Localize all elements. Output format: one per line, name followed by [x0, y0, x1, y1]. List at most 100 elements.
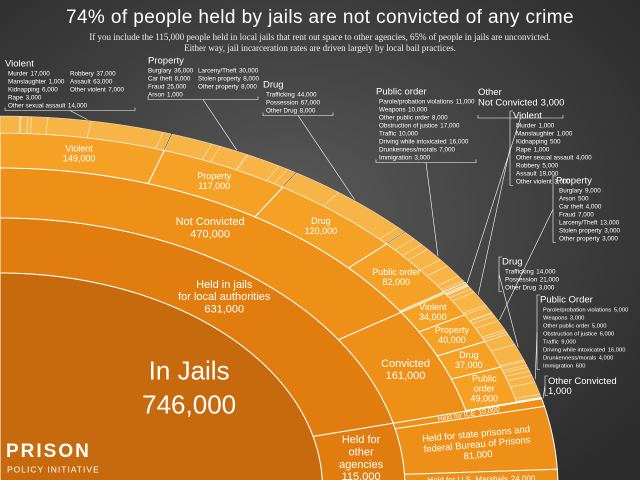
- item-name: Trafficking: [266, 91, 295, 98]
- segment-label: In Jails 746,000: [142, 355, 236, 419]
- label-name: Public order: [372, 267, 420, 277]
- item-name: Weapons: [543, 315, 567, 321]
- item-value: 4,000: [576, 154, 592, 161]
- item-name: Obstruction of justice: [543, 331, 597, 337]
- item-value: 3,000: [602, 235, 618, 242]
- item-value: 10,000: [408, 106, 428, 113]
- item-value: 3,000: [541, 97, 565, 108]
- item-value: 9,000: [585, 187, 601, 194]
- callout-leader: [69, 110, 88, 120]
- item-value: 8,000: [175, 75, 191, 82]
- callout-item: Stolen property 8,000: [198, 75, 259, 82]
- item-value: 600: [576, 363, 586, 369]
- item-name: Drunkenness/morals: [543, 355, 596, 361]
- label-value: 34,000: [419, 312, 447, 322]
- item-name: Obstruction of justice: [379, 122, 438, 129]
- item-name: Arson: [148, 91, 165, 98]
- segment: [403, 468, 559, 480]
- item-name: Immigration: [543, 363, 573, 369]
- item-value: 63,000: [93, 78, 113, 85]
- callout-item: Other sexual assault 4,000: [516, 154, 592, 161]
- segment-label: Violent 149,000: [63, 144, 96, 164]
- item-name: Fraud: [148, 83, 165, 90]
- callout-title: Property: [148, 56, 184, 67]
- chart-title: 74% of people held by jails are not conv…: [66, 7, 574, 28]
- item-value: 5,000: [592, 323, 607, 329]
- callout-item: Rape 3,000: [8, 94, 42, 101]
- item-value: 9,000: [561, 339, 576, 345]
- callout-title: Violent: [5, 59, 34, 70]
- item-name: Other Drug: [505, 284, 537, 291]
- callout-item: Driving while intoxicated 16,000: [379, 138, 469, 145]
- item-name: Rape: [516, 146, 532, 153]
- callout-item: Drunkenness/morals 4,000: [543, 355, 613, 361]
- item-value: 19,000: [539, 170, 559, 177]
- item-value: 1,000: [534, 146, 550, 153]
- callout-item: Other public order 5,000: [543, 323, 606, 329]
- item-value: 4,000: [586, 203, 602, 210]
- label-value: 115,000: [342, 471, 381, 480]
- label-value: 49,000: [470, 394, 498, 404]
- callout-item: Weapons 10,000: [379, 106, 428, 113]
- item-name: Assault: [70, 78, 91, 85]
- label-name: In Jails: [149, 355, 230, 385]
- item-value: 1,000: [167, 91, 183, 98]
- segment-label: Not Convicted 470,000: [176, 216, 245, 240]
- callout-item: Obstruction of justice 17,000: [379, 122, 460, 129]
- item-value: 14,000: [536, 268, 556, 275]
- item-value: 8,000: [300, 107, 316, 114]
- item-name: Stolen property: [198, 75, 242, 82]
- item-name: Other violent: [70, 86, 106, 93]
- callout-item: Car theft 4,000: [559, 203, 602, 210]
- item-name: Parole/probation violations: [543, 307, 611, 313]
- item-name: Manslaughter: [516, 130, 554, 137]
- item-value: 36,000: [174, 67, 194, 74]
- label-value: 24,000: [511, 474, 536, 480]
- segment-label: Held in jails for local authorities 631,00…: [178, 279, 271, 316]
- item-name: Other Convicted: [548, 376, 617, 387]
- callout-leader: [297, 115, 355, 200]
- segment-label: Drug 37,000: [455, 350, 483, 370]
- segment-label: Held for other agencies 115,000: [339, 434, 384, 480]
- item-name: Other sexual assault: [516, 154, 574, 161]
- item-name: Immigration: [379, 154, 412, 161]
- logo-name: PRISON: [6, 441, 91, 462]
- item-value: 7,000: [578, 211, 594, 218]
- segment-label: Public order 49,000: [470, 374, 498, 404]
- callout-title: Public Order: [540, 295, 593, 306]
- callout-item: Assault 19,000: [516, 170, 559, 177]
- callout-item: Robbery 37,000: [70, 70, 116, 77]
- callout-title: Violent: [513, 111, 542, 122]
- callout-item: Possession 67,000: [266, 99, 320, 106]
- detail-segment: [273, 168, 296, 188]
- callout-leader: [499, 209, 554, 321]
- item-name: Driving while intoxicated: [379, 138, 447, 145]
- callout-item: Other Drug 8,000: [266, 107, 316, 114]
- callout-item: Other Drug 3,000: [505, 284, 555, 291]
- detail-segment: [30, 116, 49, 135]
- callout-item: Stolen property 3,000: [559, 227, 620, 234]
- callout-item: Other violent 7,000: [70, 86, 124, 93]
- item-name: Robbery: [70, 70, 95, 77]
- callout-leader: [534, 332, 538, 380]
- item-value: 4,000: [599, 355, 614, 361]
- callout-item: Weapons 3,000: [543, 315, 584, 321]
- label-value: 10,000: [478, 406, 500, 416]
- item-value: 3,000: [414, 154, 430, 161]
- item-name: Other public order: [543, 323, 589, 329]
- item-value: 11,000: [456, 98, 475, 105]
- label-value: 117,000: [198, 182, 230, 192]
- label-value: 81,000: [463, 448, 493, 462]
- item-value: 17,000: [30, 70, 50, 77]
- item-value: 500: [578, 195, 589, 202]
- callout-leader: [202, 99, 238, 151]
- item-name: Manslaughter: [8, 78, 46, 85]
- item-value: 17,000: [440, 122, 460, 129]
- item-value: 5,000: [542, 162, 558, 169]
- item-value: 3,000: [26, 94, 42, 101]
- detail-segment: [379, 226, 405, 244]
- item-value: 3,000: [539, 284, 555, 291]
- callout-title: Drug: [263, 80, 284, 91]
- callout-item: Other property 3,000: [559, 235, 618, 242]
- item-value: 16,000: [449, 138, 469, 145]
